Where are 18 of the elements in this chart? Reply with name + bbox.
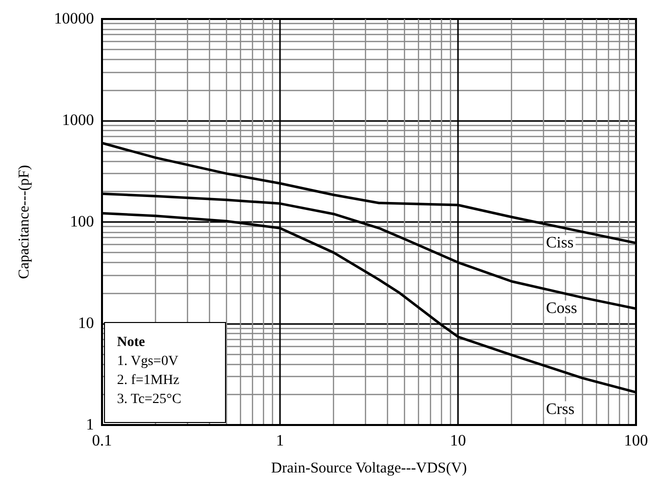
annotation: 2. f=1MHz: [117, 372, 180, 390]
annotation: 1. Vgs=0V: [117, 353, 180, 371]
annotation: 3. Tc=25°C: [117, 391, 182, 409]
series-label: Ciss: [546, 234, 574, 252]
x-tick-label: 1: [276, 432, 284, 450]
x-tick-label: 0.1: [92, 432, 112, 450]
y-tick-label: 1: [86, 416, 94, 434]
x-tick-label: 100: [624, 432, 648, 450]
y-tick-label: 10000: [54, 10, 94, 28]
series-label: Crss: [546, 400, 574, 418]
y-tick-label: 10: [78, 315, 94, 332]
annotation: Note: [117, 334, 146, 352]
x-tick-label: 10: [450, 432, 466, 450]
x-axis-title: Drain-Source Voltage---VDS(V): [271, 460, 467, 476]
y-axis-title: Capacitance---(pF): [16, 164, 32, 280]
y-tick-label: 100: [70, 214, 94, 230]
series-label: Coss: [546, 300, 578, 318]
y-tick-label: 1000: [62, 112, 94, 129]
